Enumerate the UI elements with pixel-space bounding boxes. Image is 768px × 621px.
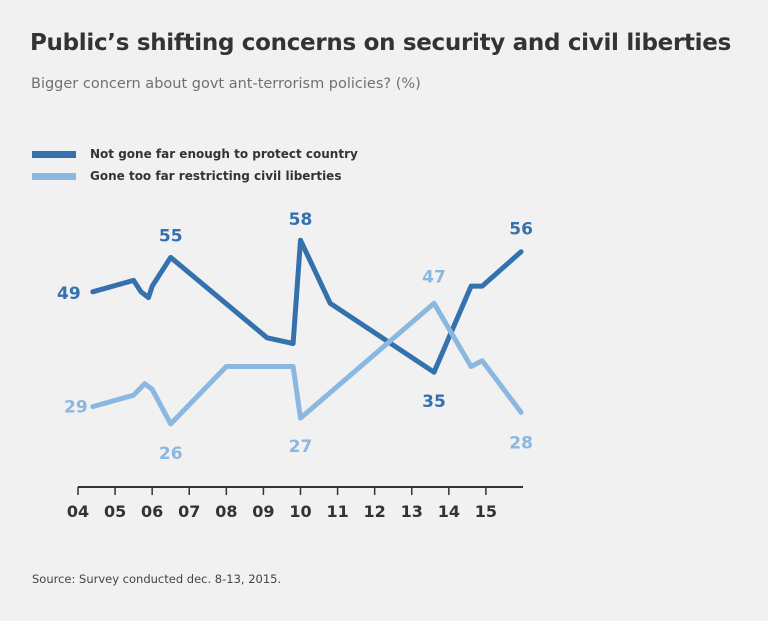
legend-item-not-far-enough: Not gone far enough to protect country	[32, 143, 358, 165]
legend-label-not-far-enough: Not gone far enough to protect country	[90, 147, 358, 161]
x-tick-label: 08	[215, 502, 237, 521]
series-line-not-far-enough	[90, 237, 524, 375]
x-tick-label: 15	[475, 502, 497, 521]
x-tick-label: 10	[289, 502, 311, 521]
x-tick-label: 13	[401, 502, 423, 521]
data-label: 29	[64, 398, 88, 418]
data-label: 56	[509, 220, 533, 240]
data-label: 26	[159, 444, 183, 464]
chart-subtitle: Bigger concern about govt ant-terrorism …	[31, 76, 421, 92]
x-tick-label: 04	[67, 502, 89, 521]
x-tick-label: 06	[141, 502, 163, 521]
legend-swatch-dark	[32, 150, 76, 158]
data-label: 55	[159, 226, 183, 246]
data-label: 58	[289, 210, 313, 230]
legend-swatch-light	[32, 172, 76, 180]
data-label: 28	[509, 433, 533, 453]
x-tick-label: 09	[252, 502, 274, 521]
x-tick-label: 05	[104, 502, 126, 521]
x-tick-label: 12	[364, 502, 386, 521]
legend-label-too-far: Gone too far restricting civil liberties	[90, 169, 342, 183]
legend-item-too-far: Gone too far restricting civil liberties	[32, 165, 358, 187]
source-note: Source: Survey conducted dec. 8-13, 2015…	[32, 572, 282, 586]
legend: Not gone far enough to protect country G…	[32, 143, 358, 187]
series-line-too-far	[90, 300, 524, 427]
data-label: 49	[57, 284, 81, 304]
data-label: 47	[422, 267, 446, 287]
x-tick-label: 07	[178, 502, 200, 521]
x-tick-label: 14	[438, 502, 460, 521]
x-tick-label: 11	[326, 502, 348, 521]
chart-title: Public’s shifting concerns on security a…	[30, 30, 731, 56]
data-label: 35	[422, 392, 446, 412]
data-label: 27	[289, 437, 313, 457]
